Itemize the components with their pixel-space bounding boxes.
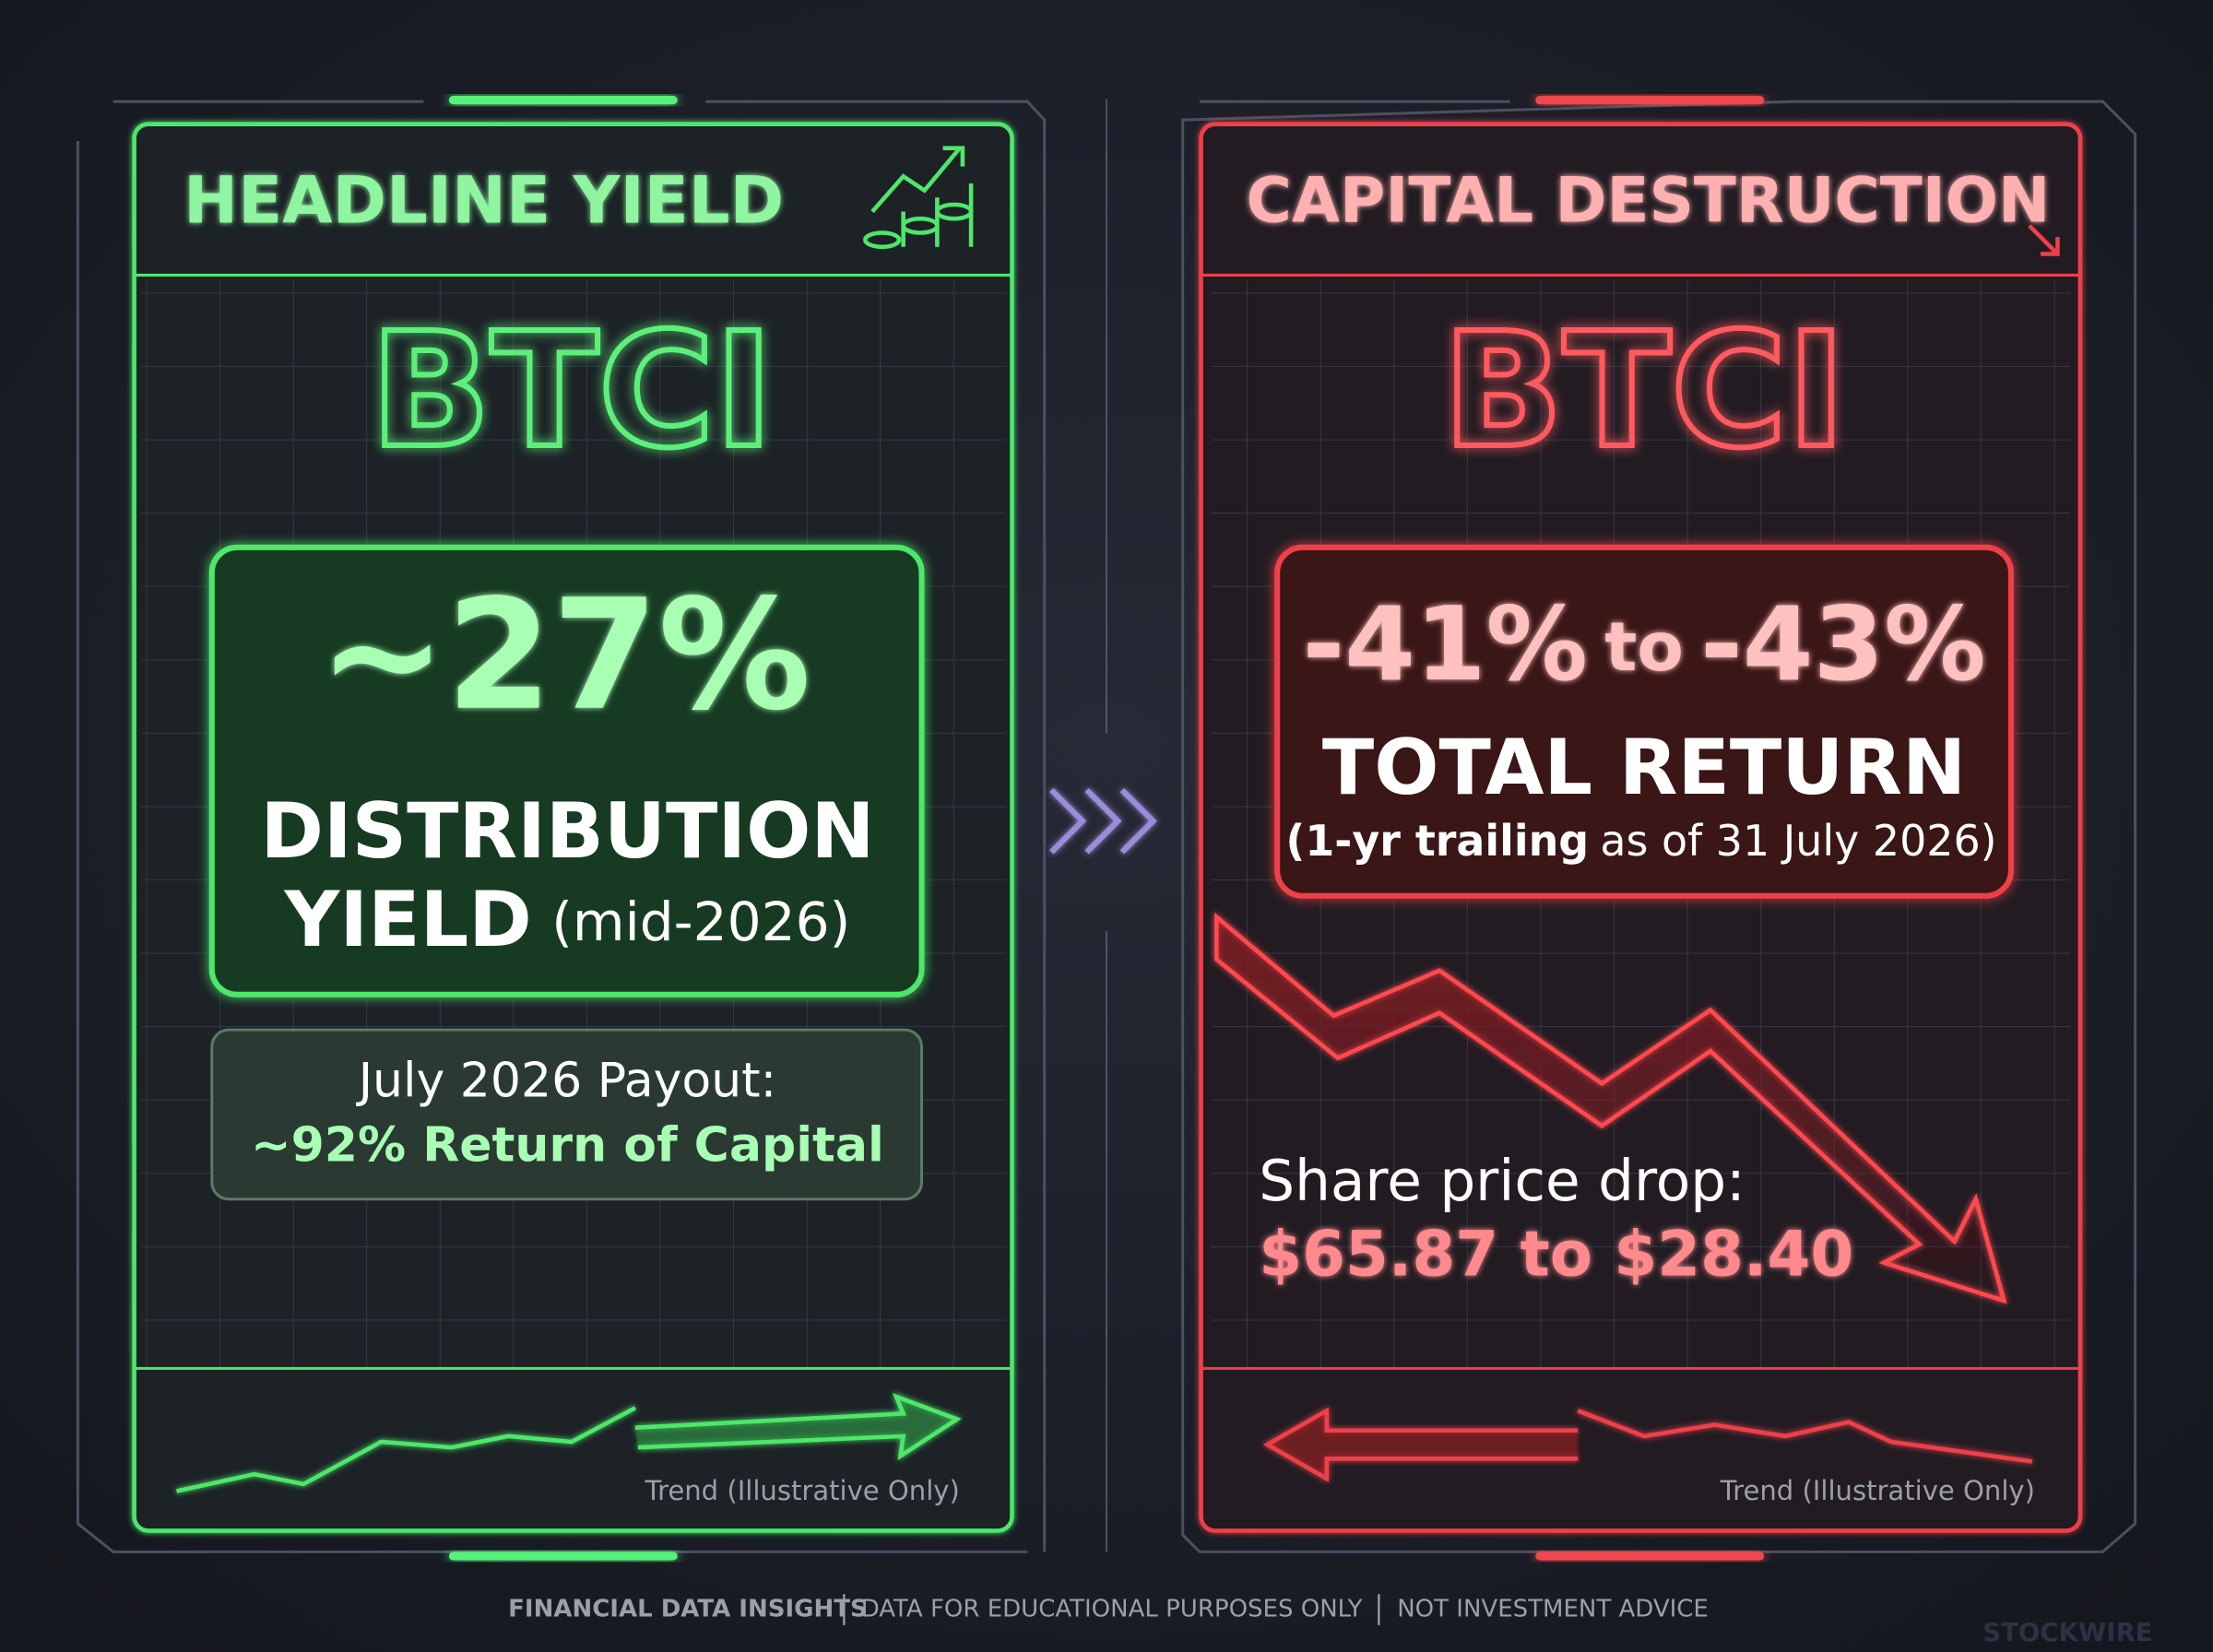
right-panel: CAPITAL DESTRUCTION BTCI -41% to -43% TOTA…	[1178, 96, 2137, 1561]
ticker: BTCI	[370, 300, 773, 483]
footer-item: NOT INVESTMENT ADVICE	[1397, 1596, 1709, 1623]
trend-sparkline	[176, 1393, 962, 1493]
note-rest: as of 31 July 2026)	[1600, 816, 1996, 866]
panel-title: CAPITAL DESTRUCTION	[1247, 164, 2051, 236]
label-note: (mid-2026)	[551, 891, 850, 953]
note-bold: (1-yr trailing	[1285, 816, 1589, 866]
trend-caption: Trend (Illustrative Only)	[645, 1475, 960, 1506]
left-panel: HEADLINE YIELD BTCI ~27% DISTRIBUTION YI…	[76, 96, 1047, 1561]
headline-value: -41% to -43%	[1302, 585, 1985, 703]
ticker: BTCI	[1443, 300, 1846, 483]
label-line: DISTRIBUTION	[260, 787, 874, 876]
footer: FINANCIAL DATA INSIGHTS DATA FOR EDUCATI…	[508, 1594, 2152, 1647]
watermark: STOCKWIRE	[1982, 1618, 2152, 1647]
payout-line: July 2026 Payout:	[356, 1053, 776, 1108]
decline-arrow	[1214, 912, 2007, 1304]
trend-caption: Trend (Illustrative Only)	[1720, 1475, 2035, 1506]
payout-line: ~92% Return of Capital	[251, 1118, 884, 1174]
panel-title: HEADLINE YIELD	[183, 162, 784, 238]
note-line: (1-yr trailing as of 31 July 2026)	[1285, 816, 1996, 866]
footer-item: DATA FOR EDUCATIONAL PURPOSES ONLY	[861, 1596, 1363, 1623]
headline-from: -41%	[1302, 585, 1587, 703]
headline-join: to	[1604, 608, 1684, 687]
center-divider	[1049, 99, 1157, 1552]
drop-line: Share price drop:	[1259, 1149, 1745, 1214]
label-line: TOTAL RETURN	[1322, 724, 1966, 812]
label-line: YIELD (mid-2026)	[284, 876, 851, 964]
drop-line: $65.87 to $28.40	[1259, 1219, 1853, 1291]
footer-item: FINANCIAL DATA INSIGHTS	[508, 1596, 868, 1623]
trend-sparkline	[1262, 1407, 2033, 1482]
label-word: YIELD	[284, 876, 532, 964]
headline-to: -43%	[1700, 585, 1985, 703]
coins-icon	[863, 146, 974, 250]
broken-link-icon	[2028, 224, 2060, 256]
headline-value: ~27%	[318, 567, 811, 744]
